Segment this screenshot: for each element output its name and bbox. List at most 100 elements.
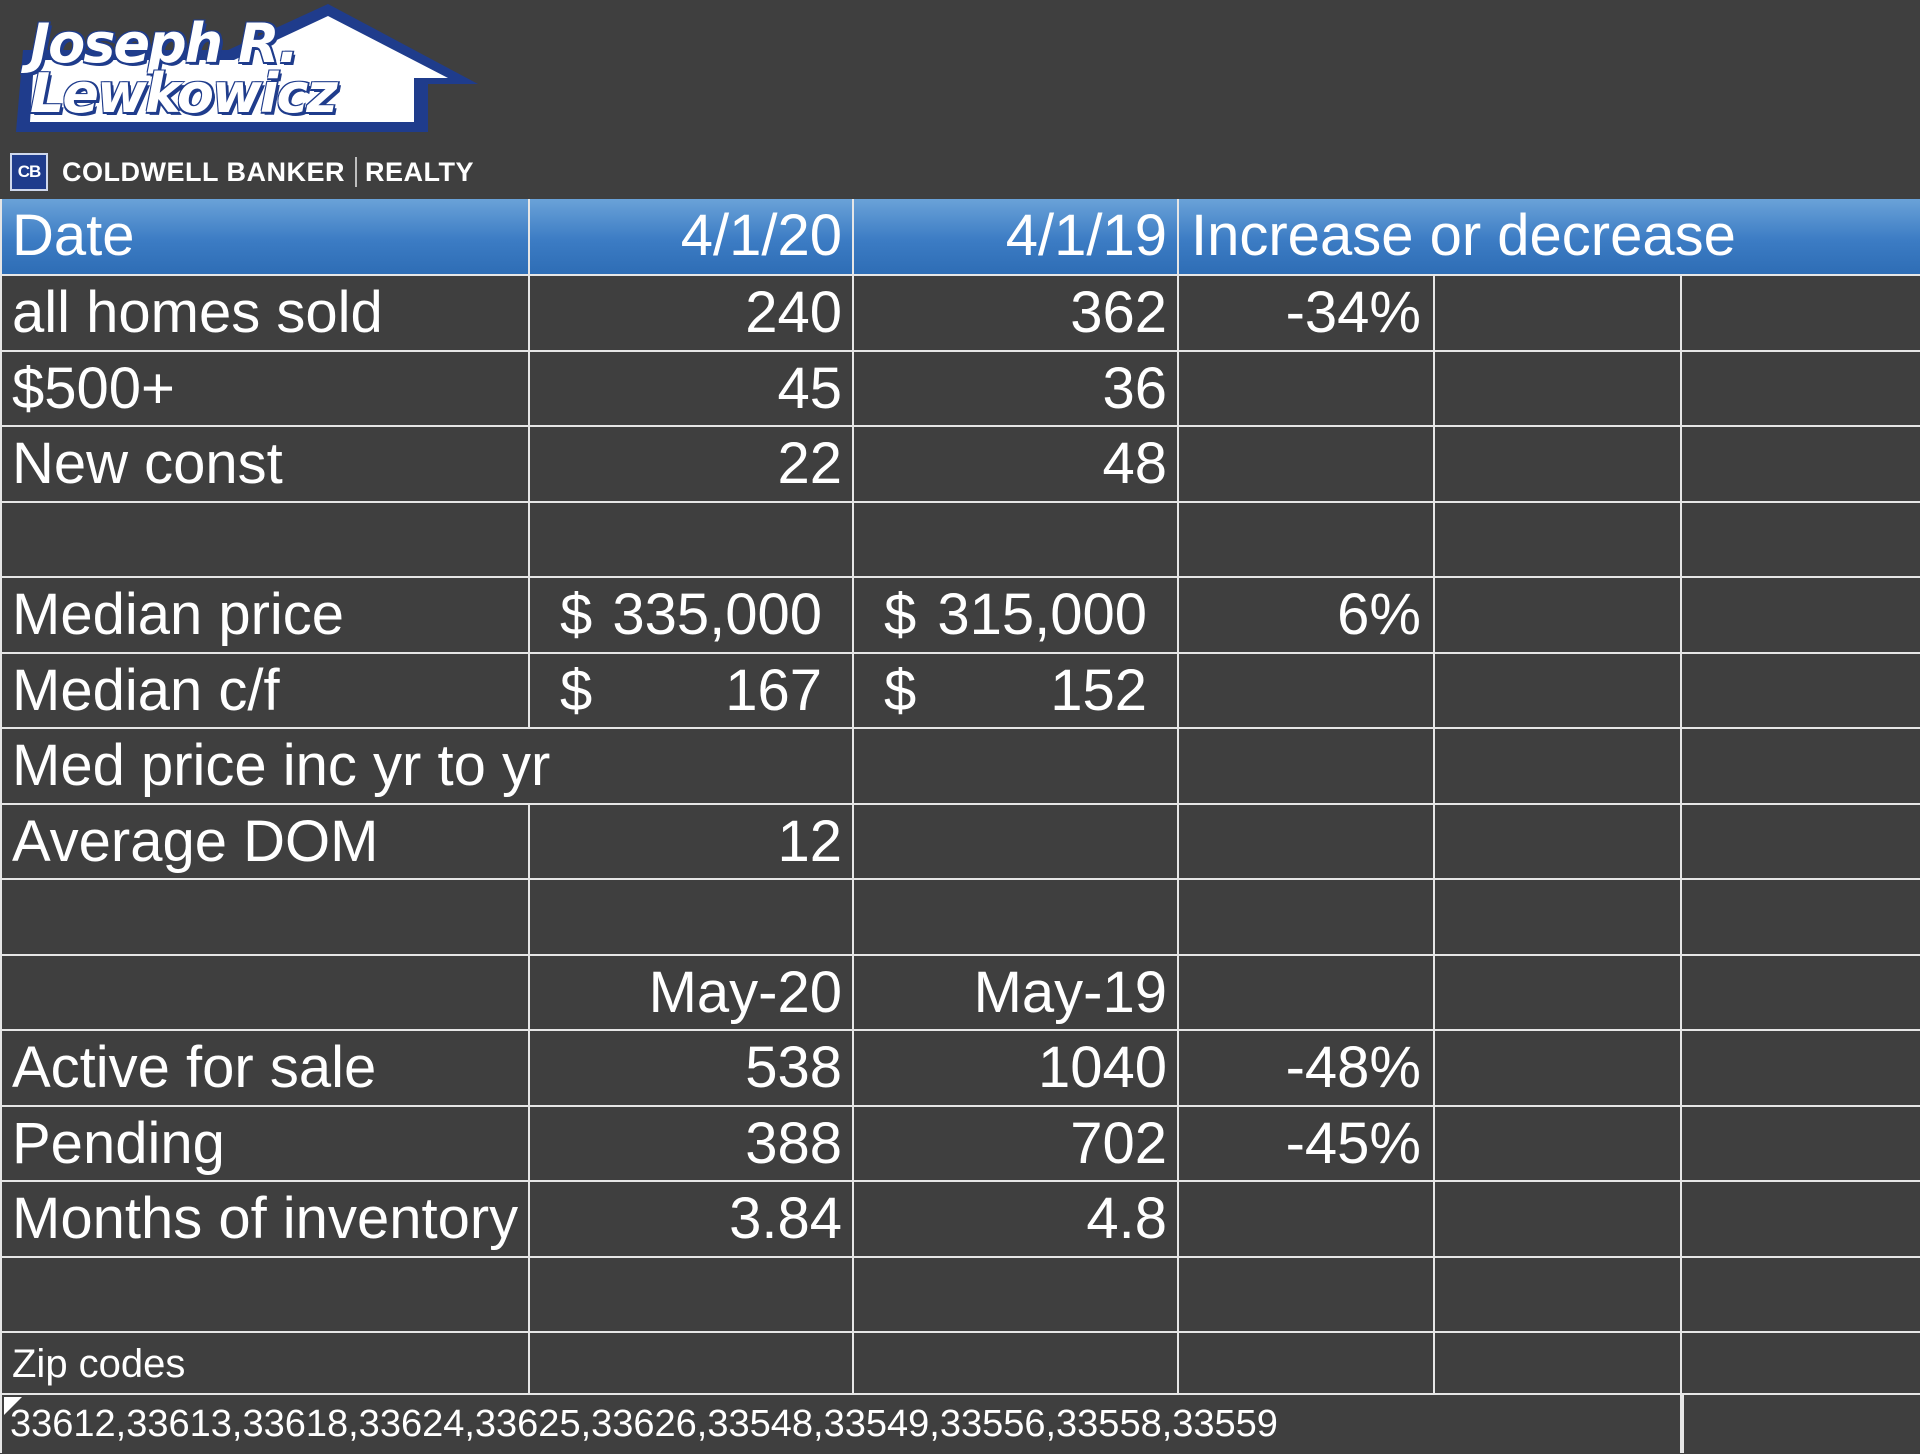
empty-cell[interactable] [1682,578,1920,652]
row-value-current[interactable]: 12 [530,804,854,878]
row-change[interactable]: -34% [1179,276,1435,350]
row-value-prior[interactable]: 36 [854,351,1179,425]
empty-cell[interactable] [530,502,854,576]
row-change[interactable] [1179,653,1435,727]
row-value-current[interactable]: 388 [530,1106,854,1180]
row-label[interactable]: all homes sold [0,276,530,350]
header-col-4-1-20[interactable]: 4/1/20 [530,199,854,274]
empty-cell[interactable] [530,1257,854,1331]
empty-cell[interactable] [1682,956,1920,1030]
empty-cell[interactable] [1682,352,1920,426]
empty-cell[interactable] [1435,880,1682,954]
row-change[interactable] [1179,351,1435,425]
empty-cell[interactable] [854,880,1179,954]
empty-cell[interactable] [1435,729,1682,803]
empty-cell[interactable] [0,1257,530,1331]
header-date[interactable]: Date [0,199,530,274]
empty-cell[interactable] [1682,503,1920,577]
row-value-current[interactable]: $ 167 [530,653,854,727]
empty-cell[interactable] [854,729,1179,803]
row-label[interactable]: Median c/f [0,653,530,727]
empty-cell[interactable] [1435,502,1682,576]
empty-cell[interactable] [0,880,530,954]
empty-cell[interactable] [1682,654,1920,728]
header-col-4-1-19[interactable]: 4/1/19 [854,199,1179,274]
row-value-current[interactable]: 240 [530,276,854,350]
empty-cell[interactable] [1435,804,1682,878]
row-value-prior[interactable]: $ 315,000 [854,578,1179,652]
header-increase-decrease[interactable]: Increase or decrease [1191,203,1736,268]
empty-cell[interactable] [1682,729,1920,803]
empty-cell[interactable] [1435,1031,1682,1105]
empty-cell[interactable] [1435,1333,1682,1393]
row-value-current[interactable]: $ 335,000 [530,578,854,652]
row-change[interactable] [1179,1182,1435,1256]
empty-cell[interactable] [1682,1182,1920,1256]
period-label-prior[interactable]: May-19 [854,955,1179,1029]
empty-cell[interactable] [0,955,530,1029]
logo-name-last: Lewkowicz [30,62,338,125]
row-change[interactable] [1179,955,1435,1029]
empty-cell[interactable] [1179,1333,1435,1393]
empty-cell[interactable] [1435,276,1682,350]
table-row: Median c/f $ 167 $ 152 [0,653,1920,729]
empty-cell[interactable] [1682,880,1920,954]
zip-codes-list[interactable]: 33612,33613,33618,33624,33625,33626,3354… [0,1395,1682,1453]
brand-header: Joseph R. Lewkowicz CB COLDWELL BANKER R… [0,0,1920,200]
empty-cell[interactable] [854,1333,1179,1393]
empty-cell[interactable] [1682,1107,1920,1181]
row-change[interactable]: 6% [1179,578,1435,652]
empty-cell[interactable] [1682,1395,1920,1453]
empty-cell[interactable] [1435,351,1682,425]
row-value-prior[interactable]: 4.8 [854,1182,1179,1256]
empty-cell[interactable] [530,880,854,954]
empty-cell[interactable] [1435,653,1682,727]
empty-cell[interactable] [1682,1031,1920,1105]
row-change[interactable]: -48% [1179,1031,1435,1105]
row-value-current[interactable]: 45 [530,351,854,425]
empty-cell[interactable] [1435,955,1682,1029]
empty-cell[interactable] [1435,1182,1682,1256]
empty-cell[interactable] [1179,880,1435,954]
row-label[interactable]: Months of inventory [0,1182,530,1256]
empty-cell[interactable] [530,1333,854,1393]
row-label[interactable]: Median price [0,578,530,652]
row-label[interactable]: Med price inc yr to yr [0,729,550,803]
row-value-prior[interactable]: 1040 [854,1031,1179,1105]
empty-cell[interactable] [530,729,854,803]
row-label[interactable]: Active for sale [0,1031,530,1105]
row-change[interactable]: -45% [1179,1106,1435,1180]
empty-cell[interactable] [0,502,530,576]
empty-cell[interactable] [1179,729,1435,803]
row-value-current[interactable]: 3.84 [530,1182,854,1256]
row-label[interactable]: New const [0,427,530,501]
empty-cell[interactable] [1435,578,1682,652]
row-label[interactable]: $500+ [0,351,530,425]
row-change[interactable] [1179,804,1435,878]
row-value-prior[interactable]: 362 [854,276,1179,350]
empty-cell[interactable] [1682,1333,1920,1393]
table-row: $500+ 45 36 [0,351,1920,427]
row-value-prior[interactable] [854,804,1179,878]
zip-codes-label[interactable]: Zip codes [0,1333,530,1393]
row-label[interactable]: Average DOM [0,804,530,878]
row-value-prior[interactable]: 702 [854,1106,1179,1180]
empty-cell[interactable] [1682,1258,1920,1332]
empty-cell[interactable] [1682,805,1920,879]
empty-cell[interactable] [1682,427,1920,501]
empty-cell[interactable] [854,502,1179,576]
empty-cell[interactable] [854,1257,1179,1331]
row-value-current[interactable]: 22 [530,427,854,501]
row-value-prior[interactable]: $ 152 [854,653,1179,727]
row-label[interactable]: Pending [0,1106,530,1180]
empty-cell[interactable] [1435,1106,1682,1180]
row-value-prior[interactable]: 48 [854,427,1179,501]
empty-cell[interactable] [1435,427,1682,501]
row-value-current[interactable]: 538 [530,1031,854,1105]
empty-cell[interactable] [1179,1257,1435,1331]
empty-cell[interactable] [1682,276,1920,350]
empty-cell[interactable] [1435,1257,1682,1331]
period-label-current[interactable]: May-20 [530,955,854,1029]
row-change[interactable] [1179,427,1435,501]
empty-cell[interactable] [1179,502,1435,576]
